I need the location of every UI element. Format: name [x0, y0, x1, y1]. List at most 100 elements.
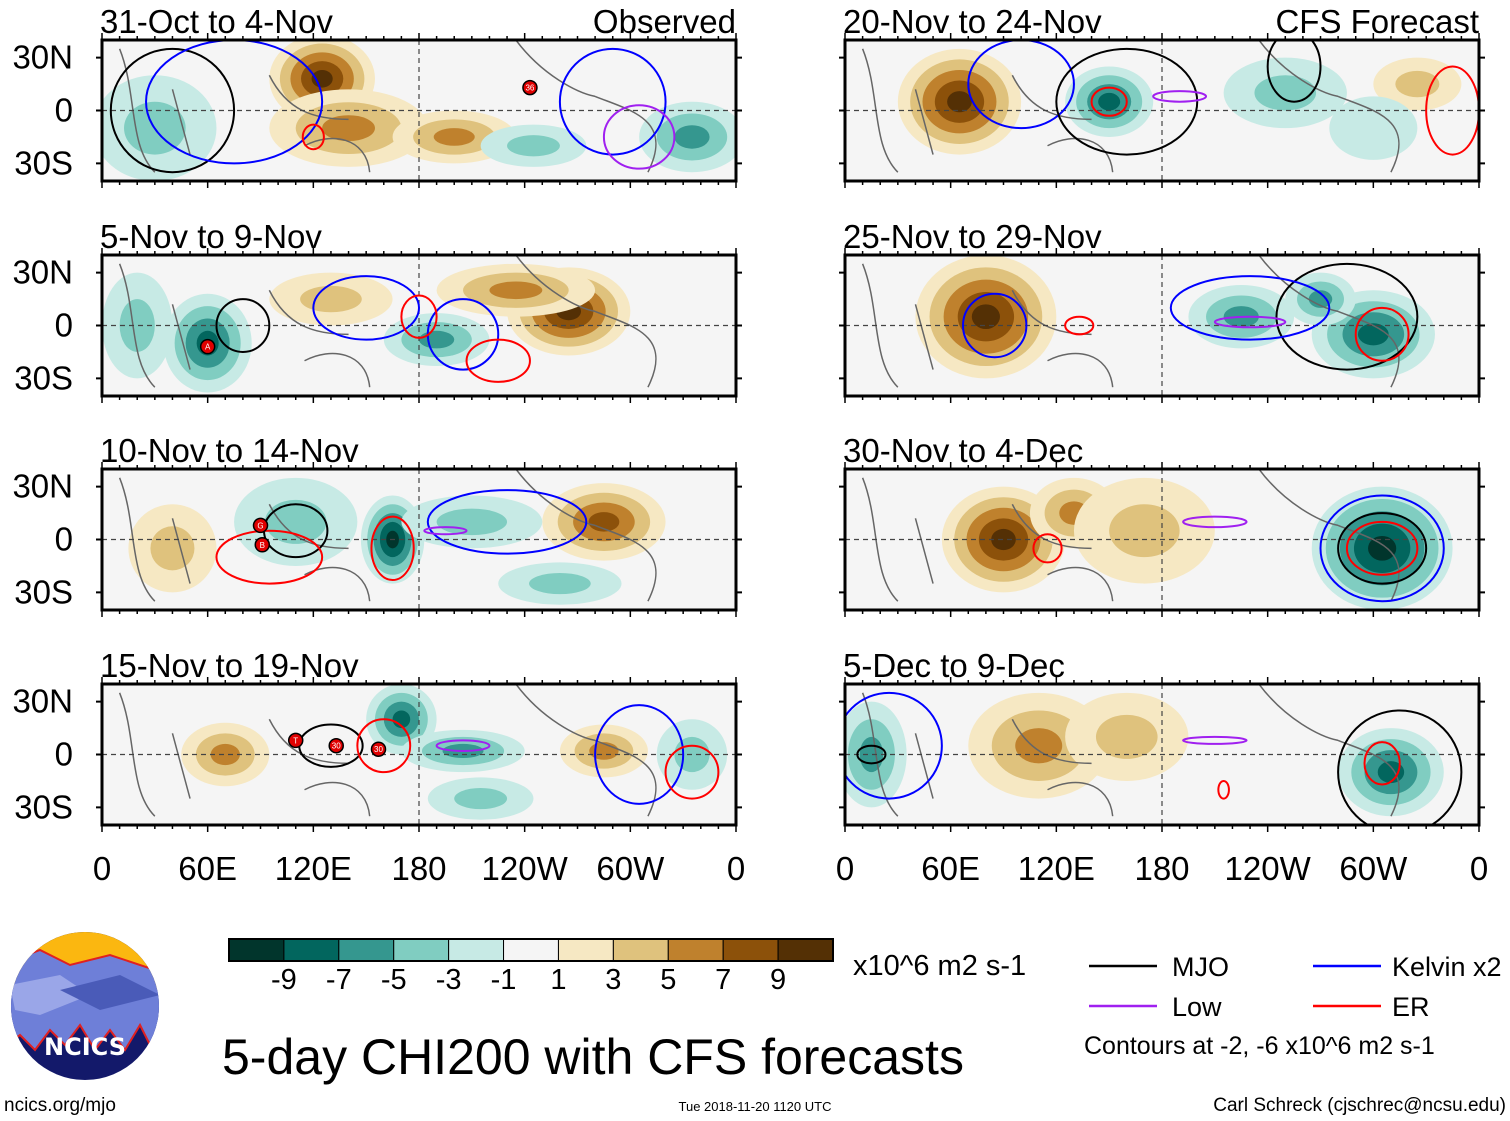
- colorbar-swatch: [338, 938, 395, 962]
- er-contour: [1064, 315, 1095, 336]
- er-contour: [1032, 533, 1063, 564]
- mjo-contour: [1055, 47, 1199, 156]
- footer-url[interactable]: ncics.org/mjo: [4, 1095, 116, 1116]
- contour-note: Contours at -2, -6 x10^6 m2 s-1: [1084, 1032, 1435, 1060]
- map-panel: A 30N 0 30S 5-Nov to 9-Nov: [12, 218, 742, 403]
- positive-chi-anomaly: [300, 285, 362, 313]
- ncics-logo: NCICS: [11, 932, 159, 1080]
- latitude-label: 30N: [12, 254, 73, 291]
- negative-chi-anomaly: [1368, 535, 1397, 561]
- longitude-label: 120E: [1018, 850, 1095, 887]
- panel-title: 10-Nov to 14-Nov: [100, 432, 359, 469]
- latitude-label: 0: [55, 307, 73, 344]
- negative-chi-anomaly: [436, 508, 508, 536]
- positive-chi-anomaly: [322, 115, 375, 142]
- storm-icon: [252, 517, 269, 534]
- colorbar-frame: [228, 938, 834, 962]
- positive-chi-anomaly: [1109, 504, 1180, 558]
- panel-title: 30-Nov to 4-Dec: [843, 432, 1083, 469]
- latitude-label: 30N: [12, 39, 73, 76]
- negative-chi-anomaly: [1254, 75, 1317, 111]
- colorbar-swatch: [777, 938, 834, 962]
- colorbar-label: 1: [550, 964, 566, 996]
- storm-label: 36: [525, 84, 534, 93]
- colorbar-label: -5: [381, 964, 407, 996]
- map-panel: 30-Nov to 4-Dec: [839, 432, 1485, 617]
- er-contour: [400, 294, 438, 339]
- negative-chi-anomaly: [1329, 96, 1418, 160]
- low-contour: [1213, 315, 1287, 329]
- longitude-label: 120W: [1225, 850, 1312, 887]
- latitude-label: 30N: [12, 468, 73, 505]
- panel-title: 5-Dec to 9-Dec: [843, 647, 1065, 684]
- colorbar-swatch: [503, 938, 559, 962]
- storm-label: 30: [374, 745, 383, 754]
- panel-tag: CFS Forecast: [1275, 3, 1479, 40]
- latitude-label: 0: [55, 92, 73, 129]
- footer-timestamp: Tue 2018-11-20 1120 UTC: [679, 1099, 832, 1114]
- positive-chi-anomaly: [971, 304, 1000, 330]
- storm-icon: [328, 737, 344, 754]
- storm-icon: [522, 79, 538, 96]
- negative-chi-anomaly: [1098, 92, 1121, 111]
- storm-label: A: [205, 343, 211, 352]
- panel-title: 25-Nov to 29-Nov: [843, 218, 1102, 255]
- colorbar-label: -1: [491, 964, 517, 996]
- panel-title: 15-Nov to 19-Nov: [100, 647, 359, 684]
- er-contour: [1217, 779, 1230, 800]
- mjo-contour: [1266, 40, 1322, 103]
- er-contour: [1090, 86, 1128, 117]
- longitude-label: 0: [727, 850, 745, 887]
- low-contour: [1182, 515, 1248, 529]
- colorbar-swatch: [557, 938, 614, 962]
- map-panel: 20-Nov to 24-Nov CFS Forecast: [839, 3, 1485, 188]
- latitude-label: 30S: [14, 144, 73, 181]
- map-panel: 5-Dec to 9-Dec: [839, 647, 1485, 832]
- legend-er-label: ER: [1392, 992, 1430, 1022]
- positive-chi-anomaly: [1095, 714, 1158, 759]
- map-panel: 25-Nov to 29-Nov: [839, 218, 1485, 403]
- mjo-contour: [1337, 512, 1428, 585]
- colorbar-swatch: [612, 938, 669, 962]
- logo-text: NCICS: [44, 1033, 126, 1061]
- tropical-cyclone-marker: T: [287, 732, 304, 749]
- longitude-label: 60E: [178, 850, 237, 887]
- tropical-cyclone-marker: 30: [370, 741, 387, 757]
- kelvin-contour: [1169, 275, 1331, 341]
- mjo-contour: [1275, 262, 1419, 371]
- panel-title: 20-Nov to 24-Nov: [843, 3, 1102, 40]
- negative-chi-anomaly: [529, 572, 591, 595]
- latitude-label: 0: [55, 736, 73, 773]
- positive-chi-anomaly: [210, 743, 240, 766]
- negative-chi-anomaly: [507, 135, 560, 157]
- negative-chi-anomaly: [674, 125, 710, 149]
- positive-chi-anomaly: [1395, 70, 1440, 98]
- figure-title: 5-day CHI200 with CFS forecasts: [222, 1029, 964, 1085]
- kelvin-contour: [558, 47, 667, 156]
- longitude-label: 0: [836, 850, 854, 887]
- colorbar-swatch: [283, 938, 340, 962]
- colorbar-label: 5: [660, 964, 676, 996]
- storm-label: T: [293, 736, 298, 745]
- low-contour: [423, 526, 468, 536]
- longitude-label: 180: [391, 850, 446, 887]
- positive-chi-anomaly: [947, 91, 972, 113]
- positive-chi-anomaly: [589, 742, 619, 760]
- longitude-label: 0: [93, 850, 111, 887]
- longitude-label: 0: [1470, 850, 1488, 887]
- er-contour: [1425, 65, 1479, 156]
- colorbar-label: 3: [605, 964, 621, 996]
- positive-chi-anomaly: [991, 528, 1016, 551]
- colorbar-label: -7: [326, 964, 352, 996]
- low-contour: [602, 104, 676, 170]
- er-contour: [301, 123, 325, 151]
- colorbar-swatch: [393, 938, 450, 962]
- longitude-label: 120E: [275, 850, 352, 887]
- tropical-cyclone-marker: 30: [328, 737, 344, 754]
- kelvin-contour: [967, 40, 1075, 130]
- positive-chi-anomaly: [588, 512, 620, 532]
- tropical-cyclone-marker: 36: [522, 79, 538, 96]
- panel-tag: Observed: [593, 3, 736, 40]
- longitude-label: 120W: [482, 850, 569, 887]
